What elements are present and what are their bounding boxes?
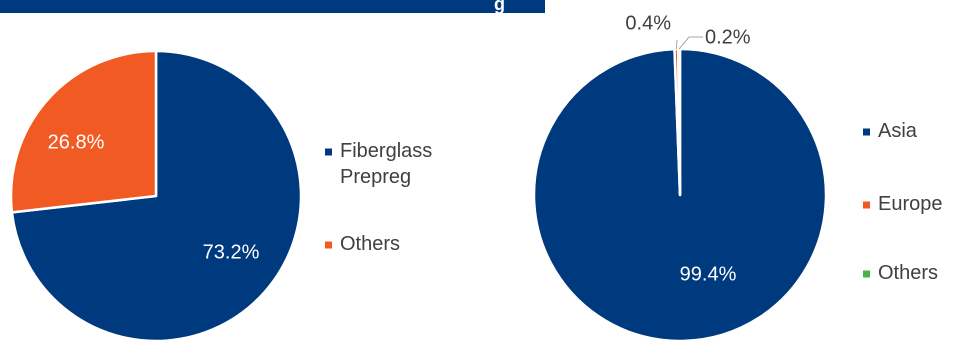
pie2-legend-swatch-asia — [863, 128, 870, 136]
pie2-legend-label-others: Others — [878, 262, 938, 284]
title-banner: g — [0, 0, 545, 14]
pie2-legend-swatch-others — [863, 270, 870, 278]
pie1-legend-label-fiberglass-prepreg: Fiberglass Prepreg — [340, 140, 432, 188]
pie1-data-label-others: 26.8% — [48, 131, 105, 153]
pie2-data-label-asia: 99.4% — [680, 263, 737, 285]
pie1-slice-others — [9, 49, 158, 214]
pie2-data-label-europe: 0.4% — [625, 12, 671, 34]
pie2-slice-others — [676, 47, 682, 197]
pie2-leader-europe — [675, 39, 678, 50]
banner-title-fragment: g — [494, 0, 505, 14]
pie1-legend-swatch-fiberglass-prepreg — [325, 148, 332, 156]
pie1-legend-label-others: Others — [340, 233, 400, 255]
pie2-legend-label-asia: Asia — [878, 120, 918, 142]
pie2-legend-swatch-europe — [863, 201, 870, 209]
pie2-leader-others — [678, 36, 703, 50]
pie2-legend-label-europe: Europe — [878, 193, 943, 215]
pie1-data-label-fiberglass-prepreg: 73.2% — [203, 241, 260, 263]
pie1-legend-swatch-others — [325, 241, 332, 249]
pie2-data-label-others: 0.2% — [705, 26, 751, 48]
